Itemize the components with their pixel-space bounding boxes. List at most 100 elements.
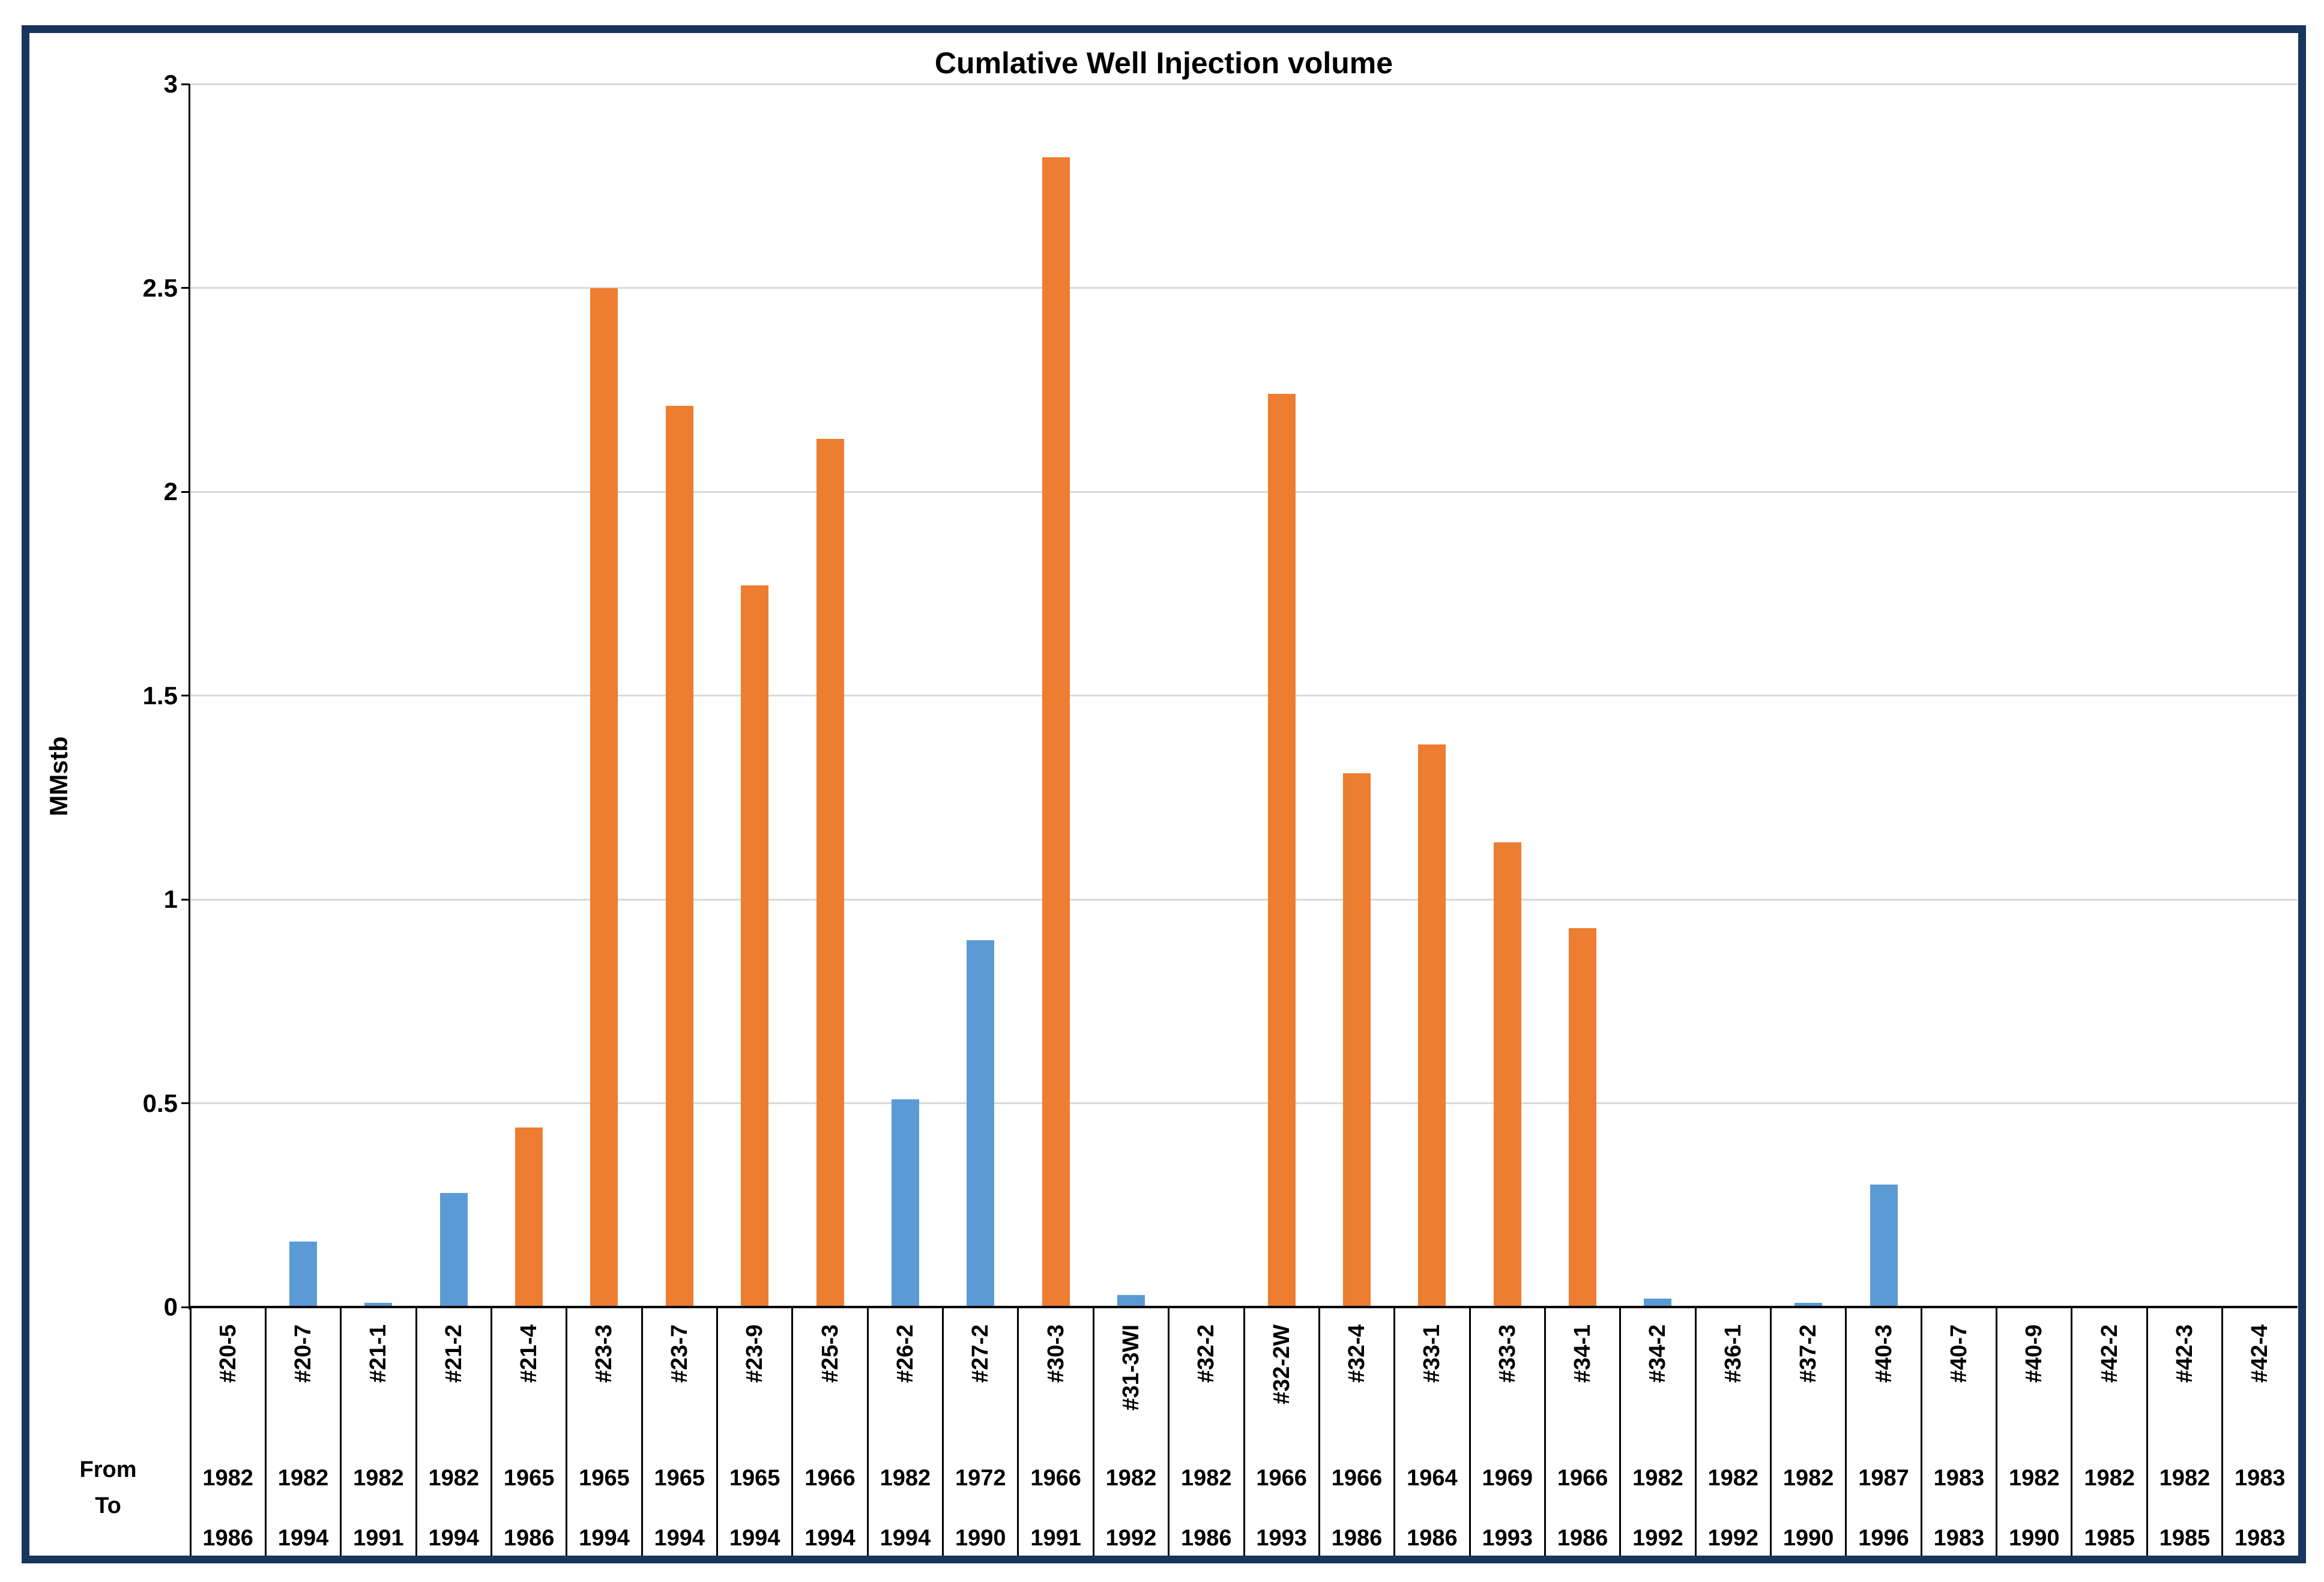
to-year-cell: 1993 bbox=[1482, 1526, 1533, 1551]
gridline-3 bbox=[190, 83, 2298, 85]
from-year-cell: 1982 bbox=[1782, 1466, 1834, 1491]
y-tick-label-3: 3 bbox=[163, 70, 178, 98]
from-year-cell: 1982 bbox=[2008, 1466, 2060, 1491]
bar-#21-4 bbox=[515, 1128, 543, 1307]
column-divider bbox=[1318, 1307, 1320, 1556]
column-divider bbox=[2221, 1307, 2224, 1556]
y-axis-line bbox=[189, 84, 190, 1309]
from-year-cell: 1982 bbox=[1181, 1466, 1232, 1491]
to-year-cell: 1986 bbox=[1331, 1526, 1383, 1551]
bar-#23-9 bbox=[741, 585, 769, 1307]
from-year-cell: 1966 bbox=[1557, 1466, 1608, 1491]
from-year-cell: 1966 bbox=[1256, 1466, 1307, 1491]
gridline-1.5 bbox=[190, 695, 2298, 696]
column-divider bbox=[1920, 1307, 1922, 1556]
from-year-cell: 1982 bbox=[880, 1466, 931, 1491]
column-divider bbox=[1017, 1307, 1019, 1556]
from-year-cell: 1982 bbox=[202, 1466, 253, 1491]
from-year-cell: 1972 bbox=[955, 1466, 1006, 1491]
column-divider bbox=[1619, 1307, 1622, 1556]
bar-#27-2 bbox=[967, 940, 995, 1307]
well-label-#33-1: #33-1 bbox=[1419, 1324, 1445, 1383]
bar-#32-4 bbox=[1343, 773, 1371, 1307]
well-label-#25-3: #25-3 bbox=[817, 1324, 843, 1383]
column-divider bbox=[791, 1307, 794, 1556]
from-year-cell: 1982 bbox=[353, 1466, 404, 1491]
to-year-cell: 1994 bbox=[277, 1526, 329, 1551]
bar-#31-3WI bbox=[1117, 1294, 1145, 1307]
well-label-#42-3: #42-3 bbox=[2172, 1324, 2197, 1383]
gridline-2.5 bbox=[190, 287, 2298, 289]
from-year-cell: 1965 bbox=[654, 1466, 705, 1491]
column-divider bbox=[1996, 1307, 1998, 1556]
to-year-cell: 1992 bbox=[1632, 1526, 1683, 1551]
from-year-cell: 1987 bbox=[1858, 1466, 1909, 1491]
column-divider bbox=[566, 1307, 568, 1556]
bar-#32-2W bbox=[1267, 394, 1296, 1307]
from-year-cell: 1982 bbox=[277, 1466, 329, 1491]
bar-#25-3 bbox=[816, 438, 844, 1307]
bar-#23-3 bbox=[590, 288, 618, 1307]
well-label-#23-3: #23-3 bbox=[591, 1324, 617, 1383]
column-divider bbox=[942, 1307, 944, 1556]
to-year-cell: 1985 bbox=[2159, 1526, 2211, 1551]
well-label-#23-9: #23-9 bbox=[742, 1324, 768, 1383]
to-year-cell: 1986 bbox=[1557, 1526, 1608, 1551]
to-year-cell: 1990 bbox=[955, 1526, 1006, 1551]
chart-title: Cumlative Well Injection volume bbox=[934, 46, 1393, 80]
well-label-#40-3: #40-3 bbox=[1871, 1324, 1897, 1383]
to-year-cell: 1991 bbox=[353, 1526, 404, 1551]
well-label-#27-2: #27-2 bbox=[968, 1324, 994, 1383]
to-year-cell: 1986 bbox=[1407, 1526, 1458, 1551]
from-year-cell: 1965 bbox=[503, 1466, 555, 1491]
bar-#21-1 bbox=[364, 1303, 393, 1307]
well-label-#34-1: #34-1 bbox=[1570, 1324, 1596, 1383]
column-divider bbox=[1243, 1307, 1245, 1556]
column-divider bbox=[415, 1307, 417, 1556]
y-axis-tick-0 bbox=[181, 1306, 190, 1308]
y-axis-tick-2.5 bbox=[181, 287, 190, 289]
from-row-header: From bbox=[79, 1457, 137, 1482]
to-year-cell: 1994 bbox=[428, 1526, 479, 1551]
to-year-cell: 1985 bbox=[2084, 1526, 2135, 1551]
to-year-cell: 1994 bbox=[654, 1526, 705, 1551]
gridline-1 bbox=[190, 898, 2298, 901]
bar-#33-1 bbox=[1418, 744, 1446, 1307]
bar-#34-2 bbox=[1644, 1299, 1672, 1307]
well-label-#31-3WI: #31-3WI bbox=[1118, 1324, 1144, 1411]
column-divider bbox=[2146, 1307, 2148, 1556]
well-label-#40-9: #40-9 bbox=[2021, 1324, 2047, 1383]
from-year-cell: 1983 bbox=[1933, 1466, 1985, 1491]
column-divider bbox=[716, 1307, 718, 1556]
from-year-cell: 1982 bbox=[1707, 1466, 1759, 1491]
from-year-cell: 1969 bbox=[1482, 1466, 1533, 1491]
well-label-#21-2: #21-2 bbox=[441, 1324, 466, 1383]
well-label-#21-4: #21-4 bbox=[516, 1324, 542, 1383]
to-year-cell: 1986 bbox=[202, 1526, 253, 1551]
well-label-#36-1: #36-1 bbox=[1720, 1324, 1746, 1383]
column-divider bbox=[641, 1307, 643, 1556]
from-year-cell: 1966 bbox=[1331, 1466, 1383, 1491]
to-year-cell: 1986 bbox=[1181, 1526, 1232, 1551]
y-tick-label-1: 1 bbox=[163, 885, 178, 913]
well-label-#33-3: #33-3 bbox=[1494, 1324, 1520, 1383]
from-year-cell: 1983 bbox=[2235, 1466, 2286, 1491]
well-label-#40-7: #40-7 bbox=[1946, 1324, 1972, 1383]
well-label-#26-2: #26-2 bbox=[892, 1324, 918, 1383]
from-year-cell: 1966 bbox=[804, 1466, 856, 1491]
y-tick-label-0.5: 0.5 bbox=[142, 1088, 178, 1117]
gridline-0.5 bbox=[190, 1102, 2298, 1104]
well-label-#32-4: #32-4 bbox=[1344, 1324, 1370, 1383]
to-year-cell: 1993 bbox=[1256, 1526, 1307, 1551]
column-divider bbox=[189, 1307, 192, 1556]
from-year-cell: 1982 bbox=[1632, 1466, 1683, 1491]
bar-#26-2 bbox=[891, 1099, 919, 1307]
from-year-cell: 1965 bbox=[729, 1466, 780, 1491]
bar-#34-1 bbox=[1569, 928, 1597, 1307]
to-year-cell: 1990 bbox=[1782, 1526, 1834, 1551]
y-tick-label-0: 0 bbox=[163, 1293, 178, 1321]
gridline-2 bbox=[190, 491, 2298, 493]
to-year-cell: 1986 bbox=[503, 1526, 555, 1551]
well-label-#42-2: #42-2 bbox=[2096, 1324, 2122, 1383]
from-year-cell: 1982 bbox=[1105, 1466, 1157, 1491]
